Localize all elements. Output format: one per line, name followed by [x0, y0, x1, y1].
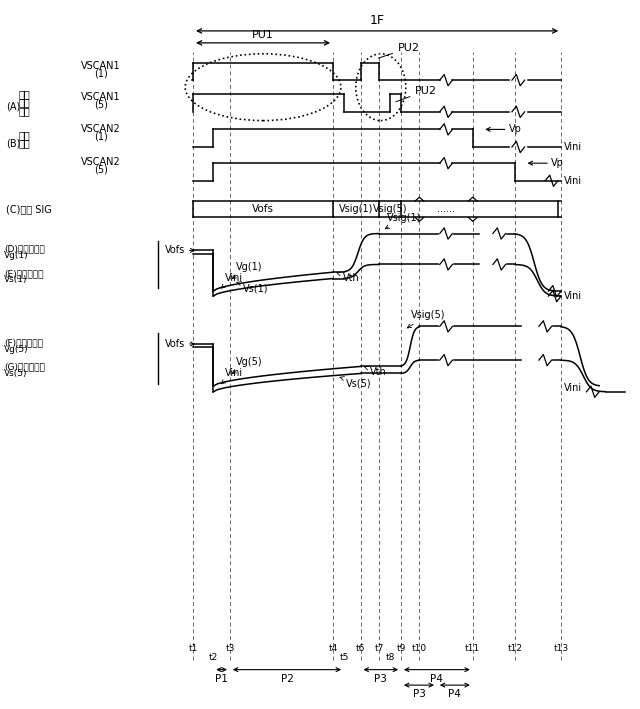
Text: t9: t9	[396, 644, 406, 653]
Text: Vth: Vth	[337, 272, 359, 283]
Text: Vsig(5): Vsig(5)	[407, 310, 445, 328]
Text: t8: t8	[385, 653, 395, 661]
Text: Vs(5): Vs(5)	[340, 376, 371, 388]
Text: 電源: 電源	[19, 130, 30, 140]
Text: Vg(1): Vg(1)	[232, 262, 262, 279]
Text: VSCAN2: VSCAN2	[81, 157, 121, 167]
Text: Vth: Vth	[364, 367, 387, 377]
Text: Vini: Vini	[564, 142, 582, 152]
Text: t4: t4	[328, 644, 337, 653]
Text: t6: t6	[356, 644, 365, 653]
Text: t12: t12	[508, 644, 523, 653]
Text: t7: t7	[374, 644, 383, 653]
Text: Vs(5): Vs(5)	[4, 369, 28, 378]
Text: VSCAN1: VSCAN1	[81, 92, 121, 102]
Text: Vp: Vp	[509, 124, 522, 135]
Text: t11: t11	[465, 644, 481, 653]
Text: Vsig(1): Vsig(1)	[385, 213, 421, 229]
Text: (E)ソース電圧: (E)ソース電圧	[4, 269, 44, 278]
Text: Vini: Vini	[564, 291, 582, 301]
Text: Vini: Vini	[564, 176, 582, 186]
Text: P2: P2	[280, 674, 293, 684]
Text: Vofs: Vofs	[165, 245, 186, 255]
Text: 1F: 1F	[370, 14, 385, 28]
Text: t1: t1	[188, 644, 198, 653]
Text: Vg(5): Vg(5)	[232, 357, 262, 374]
Text: Vg(5): Vg(5)	[4, 345, 29, 354]
Text: (A): (A)	[6, 102, 20, 112]
Text: 制御: 制御	[19, 98, 30, 108]
Text: t13: t13	[554, 644, 569, 653]
Text: (5): (5)	[94, 164, 108, 174]
Text: (G)ソース電圧: (G)ソース電圧	[4, 363, 45, 372]
Text: Vini: Vini	[221, 273, 243, 288]
Text: P4: P4	[431, 674, 444, 684]
Text: t5: t5	[339, 653, 349, 661]
Text: Vini: Vini	[564, 384, 582, 393]
Text: Vsig(1): Vsig(1)	[339, 204, 373, 214]
Text: Vsig(5): Vsig(5)	[372, 204, 407, 214]
Text: P3: P3	[374, 674, 387, 684]
Text: P3: P3	[413, 689, 426, 699]
Text: 信号: 信号	[19, 138, 30, 148]
Text: (1): (1)	[94, 131, 108, 141]
Text: Vs(1): Vs(1)	[237, 281, 268, 294]
Text: PU1: PU1	[252, 30, 274, 40]
Text: (F)ゲート電圧: (F)ゲート電圧	[4, 339, 43, 347]
Text: PU2: PU2	[378, 43, 420, 58]
Text: P1: P1	[215, 674, 228, 684]
Text: Vs(1): Vs(1)	[4, 275, 28, 284]
Text: P4: P4	[449, 689, 461, 699]
Text: 書込: 書込	[19, 89, 30, 99]
Text: Vofs: Vofs	[252, 204, 274, 214]
Text: VSCAN2: VSCAN2	[81, 124, 121, 135]
Text: ......: ......	[437, 204, 455, 214]
Text: (5): (5)	[94, 99, 108, 109]
Text: (D)ゲート電圧: (D)ゲート電圧	[4, 245, 45, 254]
Text: PU2: PU2	[396, 86, 437, 101]
Text: t10: t10	[412, 644, 427, 653]
Text: t2: t2	[209, 653, 218, 661]
Text: (B): (B)	[6, 138, 20, 148]
Text: Vp: Vp	[551, 158, 564, 168]
Text: Vofs: Vofs	[165, 339, 186, 349]
Text: (C)信号 SIG: (C)信号 SIG	[6, 205, 52, 215]
Text: VSCAN1: VSCAN1	[81, 61, 121, 71]
Text: 信号: 信号	[19, 106, 30, 116]
Text: Vini: Vini	[221, 368, 243, 384]
Text: Vg(1): Vg(1)	[4, 251, 29, 259]
Text: t3: t3	[225, 644, 235, 653]
Text: (1): (1)	[94, 68, 108, 78]
